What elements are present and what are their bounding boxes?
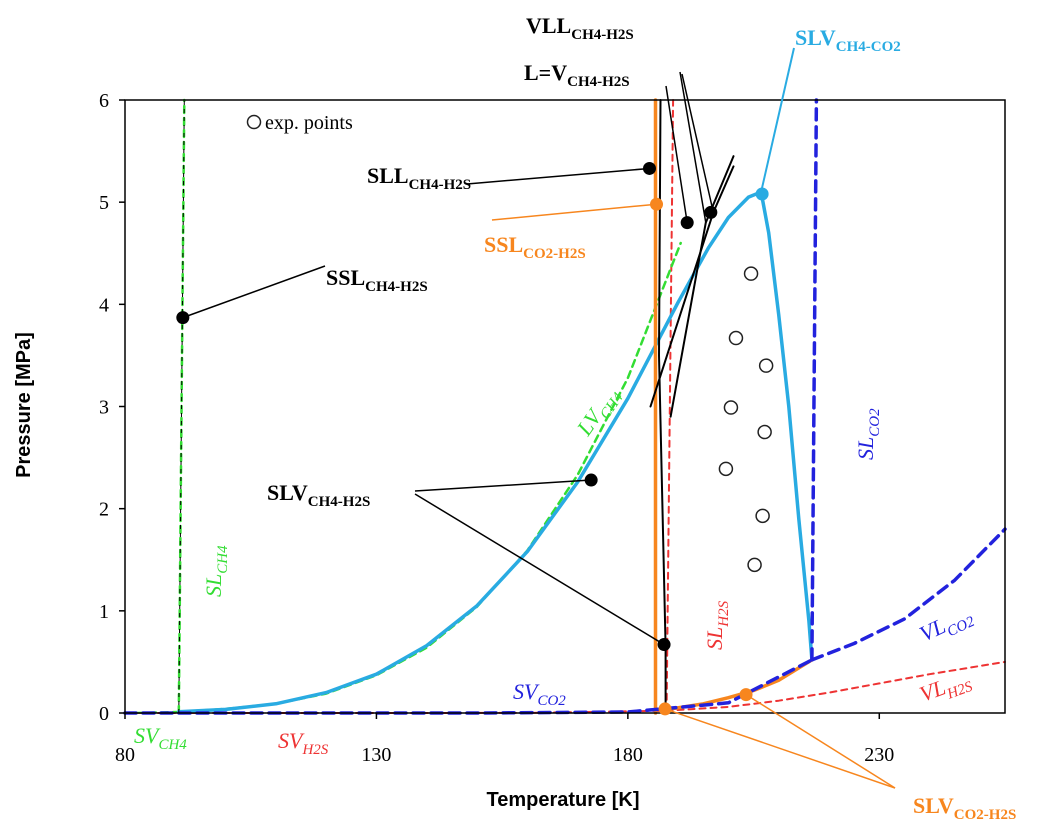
leader-line: [760, 47, 795, 193]
x-axis-title: Temperature [K]: [487, 789, 640, 811]
series-sv-co2: [123, 658, 814, 715]
exp-point: [743, 266, 759, 281]
series-slv-ch4-co2: [177, 190, 814, 714]
x-tick-label: 180: [613, 744, 643, 766]
curve-label-vl-h2s: VLH2S: [916, 665, 975, 711]
annotation-dot: [680, 216, 694, 230]
y-tick-label: 6: [99, 90, 109, 112]
annotation-dot: [739, 688, 753, 702]
annotation-dot: [642, 161, 656, 175]
curve-label-sv-co2: SVCO2: [513, 679, 566, 709]
annotation-ssl-ch4-h2s: SSLCH4-H2S: [326, 265, 428, 295]
curve-label-sv-h2s: SVH2S: [278, 728, 329, 758]
annotation-dot: [658, 702, 672, 716]
curve-label-sv-ch4: SVCH4: [134, 723, 187, 753]
annotation-sll-ch4-h2s: SLLCH4-H2S: [367, 163, 471, 193]
curve-label-sl-h2s: SLH2S: [702, 600, 732, 650]
exp-point: [758, 358, 774, 373]
label-layer: VLLCH4-H2S L=VCH4-H2S SLVCH4-CO2 SLLCH4-H2S…: [134, 13, 1016, 823]
leader-line: [414, 493, 665, 646]
axes-layer: 0 1 2 3 4 5 6 80 130 180 230: [99, 90, 894, 766]
leader-line: [745, 693, 896, 789]
series-sll-ch4-h2s: [658, 99, 667, 709]
annotation-ssl-co2-h2s: SSLCO2-H2S: [484, 232, 586, 262]
legend: exp. points: [246, 112, 353, 134]
leader-line: [681, 73, 715, 213]
curve-label-sl-ch4: SLCH4: [201, 545, 231, 597]
series-vl-h2s: [665, 660, 1006, 712]
y-tick-label: 3: [99, 397, 109, 419]
curve-label-vl-co2: VLCO2: [916, 601, 978, 651]
leader-line: [679, 71, 707, 223]
leader-line: [665, 85, 688, 223]
leader-line: [182, 265, 326, 319]
annotation-dot: [657, 638, 671, 652]
exp-point: [747, 557, 762, 573]
annotation-dot: [584, 473, 598, 487]
annotation-slv-ch4-co2: SLVCH4-CO2: [795, 25, 901, 55]
y-tick-label: 1: [99, 601, 109, 623]
annotation-vll-ch4-h2s: VLLCH4-H2S: [526, 13, 634, 43]
annotation-l-v-ch4-h2s: L=VCH4-H2S: [524, 60, 630, 90]
y-tick-label: 5: [99, 192, 109, 214]
annotation-slv-ch4-h2s: SLVCH4-H2S: [267, 480, 370, 510]
x-tick-label: 230: [864, 744, 894, 766]
y-tick-label: 2: [99, 499, 109, 521]
legend-label: exp. points: [265, 112, 353, 134]
series-slv-co2-h2s: [662, 658, 814, 712]
legend-marker-icon: [246, 114, 262, 130]
leader-line: [466, 167, 650, 185]
annotation-dot: [755, 187, 769, 201]
annotation-dot: [650, 197, 664, 211]
y-tick-label: 4: [99, 294, 109, 316]
series-sl-h2s: [665, 99, 675, 712]
exp-point: [755, 508, 770, 524]
series-vl-co2: [810, 527, 1007, 662]
leader-line: [491, 203, 657, 221]
exp-point: [718, 461, 734, 477]
annotation-slv-co2-h2s: SLVCO2-H2S: [913, 793, 1016, 823]
y-tick-label: 0: [99, 703, 109, 725]
leader-line: [414, 479, 592, 492]
x-tick-label: 130: [361, 744, 391, 766]
exp-point: [757, 424, 772, 440]
annotation-dot: [704, 205, 718, 219]
plot-frame: [124, 99, 1006, 714]
x-tick-label: 80: [115, 744, 135, 766]
series-sl-co2: [810, 98, 819, 662]
exp-point: [723, 400, 739, 415]
marker-layer: [176, 161, 774, 716]
series-sl-ch4-overlay: [178, 99, 185, 714]
series-vll-ch4-h2s: [669, 155, 735, 418]
exp-point: [728, 330, 744, 346]
y-axis-title: Pressure [MPa]: [13, 332, 35, 478]
leader-lines: [182, 47, 896, 789]
curve-label-sl-co2: SLCO2: [853, 408, 883, 460]
annotation-dot: [176, 311, 190, 325]
curve-layer: [123, 98, 1007, 715]
leader-line: [664, 708, 896, 789]
